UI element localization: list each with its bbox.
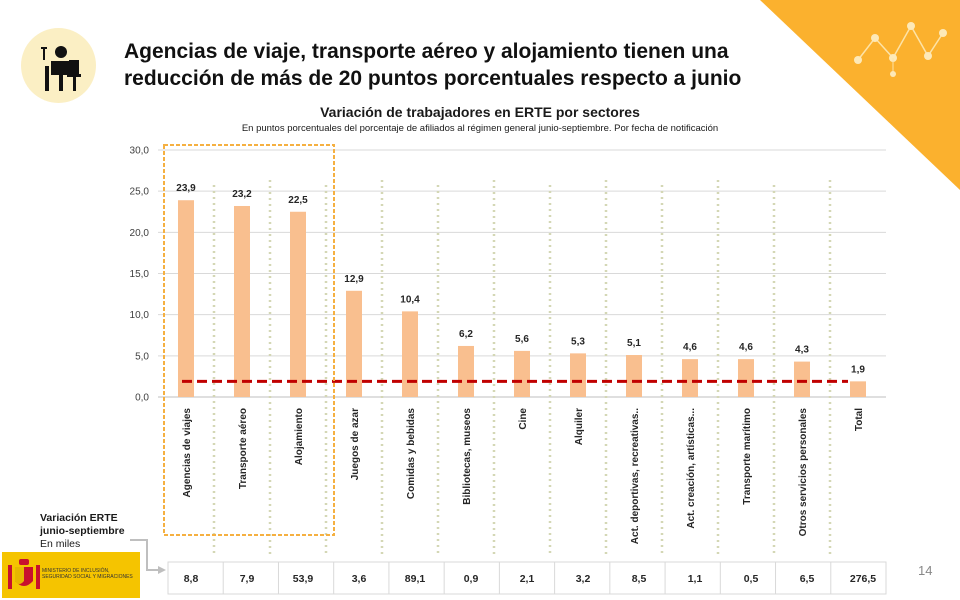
data-label: 23,9 [176,183,196,194]
bar [458,345,474,397]
data-label: 4,6 [683,342,697,353]
bar [626,355,642,397]
bar [290,211,306,397]
category-label: Alquiler [574,408,585,445]
table-cell: 89,1 [405,573,426,585]
table-cell: 8,5 [632,573,647,585]
highlight-box [163,144,335,536]
category-label: Otros servicios personales [798,408,809,537]
y-tick-label: 20,0 [130,228,150,239]
connector-arrowhead [158,566,166,574]
y-tick-label: 5,0 [135,351,149,362]
footer-label-line2: junio-septiembre [40,525,125,537]
table-cell: 6,5 [800,573,815,585]
data-label: 5,6 [515,334,529,345]
table-cell: 3,6 [352,573,367,585]
category-label: Transporte marítimo [742,408,753,505]
bar [682,359,698,397]
y-tick-label: 10,0 [130,310,150,321]
y-tick-label: 30,0 [130,146,150,157]
bar [402,311,418,397]
data-label: 1,9 [851,364,865,375]
category-label: Total [854,408,865,431]
data-label: 6,2 [459,329,473,340]
y-tick-label: 0,0 [135,393,149,404]
bar [850,381,866,397]
data-label: 5,1 [627,338,641,349]
category-label: Alojamiento [294,408,305,465]
coat-of-arms-icon [8,559,40,589]
table-cell: 0,9 [464,573,479,585]
table-cell: 8,8 [184,573,199,585]
table-cell: 1,1 [688,573,703,585]
bar [234,205,250,397]
bar [794,361,810,397]
footer-label-line1: Variación ERTE [40,512,118,524]
page-number: 14 [918,563,933,578]
ministry-logo: MINISTERIO DE INCLUSIÓN, SEGURIDAD SOCIA… [2,552,140,598]
connector-arrow [130,539,159,571]
data-label: 5,3 [571,336,585,347]
category-label: Act. creación, artísticas... [686,408,697,529]
bar [346,290,362,397]
footer-label-line3: En miles [40,538,81,550]
slide-title: Agencias de viaje, transporte aéreo y al… [124,40,742,90]
category-label: Transporte aéreo [238,408,249,489]
bar [178,200,194,397]
logo-ministry-text: MINISTERIO DE INCLUSIÓN, SEGURIDAD SOCIA… [42,568,133,580]
footer-table-label: Variación ERTE junio-septiembre En miles [40,512,125,551]
category-label: Comidas y bebidas [406,408,417,500]
category-label: Act. deportivas, recreativas.. [630,408,641,544]
bar [514,350,530,397]
footer-table [167,561,887,595]
table-cell: 3,2 [576,573,591,585]
data-label: 12,9 [344,274,364,285]
y-tick-label: 25,0 [130,187,150,198]
data-label: 23,2 [232,189,252,200]
chart-subtitle: En puntos porcentuales del porcentaje de… [241,123,719,134]
data-label: 4,3 [795,345,809,356]
bar [570,353,586,397]
data-label: 10,4 [400,294,420,305]
table-cell: 276,5 [850,573,876,585]
table-cell: 53,9 [293,573,314,585]
table-cell: 2,1 [520,573,535,585]
category-label: Cine [518,408,529,430]
data-label: 22,5 [288,195,308,206]
category-label: Bibliotecas, museos [462,408,473,505]
bar [738,359,754,397]
data-label: 4,6 [739,342,753,353]
person-at-desk-icon [21,28,96,103]
table-cell: 0,5 [744,573,759,585]
y-tick-label: 15,0 [130,269,150,280]
category-label: Agencias de viajes [182,408,193,498]
chart-title: Variación de trabajadores en ERTE por se… [320,104,640,120]
table-cell: 7,9 [240,573,255,585]
category-label: Juegos de azar [350,408,361,480]
